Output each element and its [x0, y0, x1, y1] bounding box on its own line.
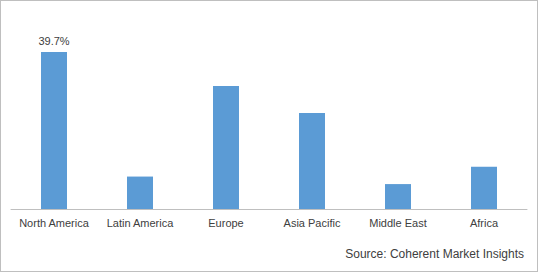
svg-text:North America: North America	[19, 217, 90, 229]
svg-text:Europe: Europe	[208, 217, 243, 229]
svg-text:Africa: Africa	[470, 217, 499, 229]
svg-text:Source: Coherent Market Insigh: Source: Coherent Market Insights	[345, 247, 524, 261]
svg-text:39.7%: 39.7%	[38, 35, 69, 47]
svg-text:Latin America: Latin America	[107, 217, 175, 229]
svg-text:Middle East: Middle East	[369, 217, 426, 229]
svg-text:Asia Pacific: Asia Pacific	[284, 217, 341, 229]
